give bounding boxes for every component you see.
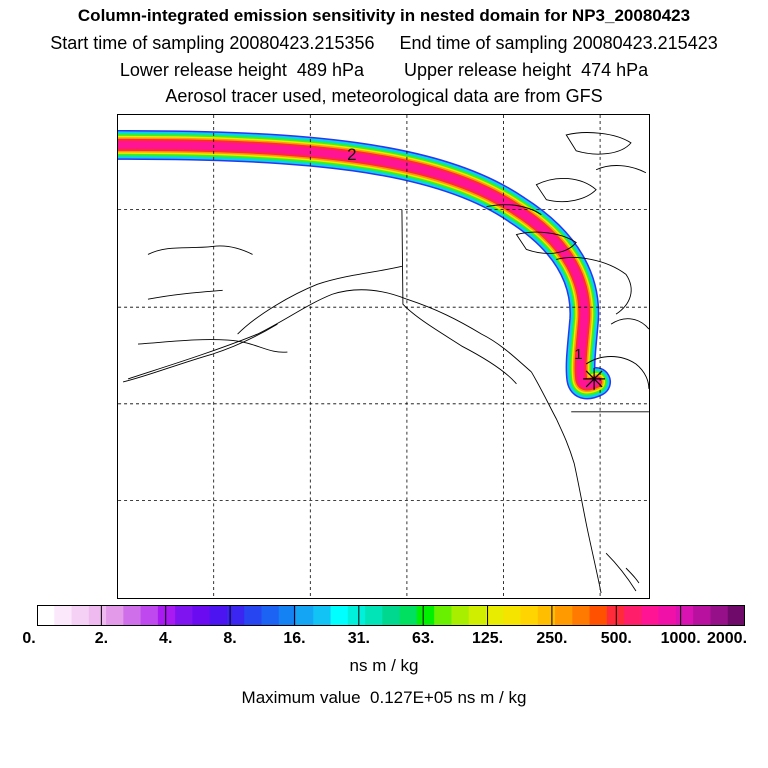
colorbar-tick-label: 2000. xyxy=(706,630,748,647)
colorbar-cell xyxy=(537,605,556,626)
colorbar-cell xyxy=(589,605,608,626)
colorbar-cell xyxy=(693,605,712,626)
colorbar-tick-label: 4. xyxy=(159,630,173,647)
colorbar-cell xyxy=(330,605,349,626)
colorbar-cell xyxy=(503,605,522,626)
colorbar-cell xyxy=(192,605,211,626)
plot-title: Column-integrated emission sensitivity i… xyxy=(77,6,691,25)
colorbar-cell xyxy=(675,605,694,626)
colorbar-cell xyxy=(468,605,487,626)
colorbar-cell xyxy=(451,605,470,626)
colorbar-cell xyxy=(382,605,401,626)
colorbar-cell xyxy=(175,605,194,626)
colorbar-tick-label: 250. xyxy=(536,630,568,647)
sampling-time-line: Start time of sampling 20080423.215356 E… xyxy=(50,33,718,53)
colorbar-cell xyxy=(261,605,280,626)
colorbar-cell xyxy=(641,605,660,626)
colorbar-cell xyxy=(123,605,142,626)
colorbar-tick-label: 500. xyxy=(600,630,632,647)
colorbar-tick-label: 0. xyxy=(22,630,36,647)
colorbar-tick-label: 125. xyxy=(471,630,504,647)
coastlines xyxy=(122,132,649,594)
colorbar-cell xyxy=(434,605,453,626)
colorbar-cell xyxy=(54,605,73,626)
colorbar-tick-label: 1000. xyxy=(660,630,701,647)
release-height-line: Lower release height 489 hPa Upper relea… xyxy=(119,60,649,80)
colorbar-units: ns m / kg xyxy=(349,656,419,675)
colorbar xyxy=(37,605,745,626)
colorbar-cell xyxy=(624,605,642,626)
colorbar-cell xyxy=(416,605,435,626)
colorbar-cell xyxy=(485,605,504,626)
colorbar-tick-label: 8. xyxy=(223,630,237,647)
colorbar-cell xyxy=(244,605,263,626)
colorbar-tick-label: 31. xyxy=(347,630,370,647)
trajectory-label-1: 1 xyxy=(574,346,582,363)
release-marker xyxy=(583,367,606,390)
colorbar-cell xyxy=(520,605,539,626)
colorbar-cell xyxy=(37,605,55,626)
colorbar-tick-label: 16. xyxy=(283,630,306,647)
tracer-info-line: Aerosol tracer used, meteorological data… xyxy=(165,86,603,106)
colorbar-cell xyxy=(140,605,159,626)
colorbar-cell xyxy=(710,605,729,626)
colorbar-cell xyxy=(88,605,107,626)
colorbar-tick-label: 2. xyxy=(94,630,109,647)
graticule xyxy=(118,115,649,598)
colorbar-cell xyxy=(727,605,745,626)
colorbar-cell xyxy=(313,605,332,626)
colorbar-cell xyxy=(209,605,228,626)
colorbar-cell xyxy=(555,605,573,626)
colorbar-cell xyxy=(296,605,314,626)
trajectory-label-2: 2 xyxy=(347,145,356,164)
colorbar-cell xyxy=(347,605,366,626)
colorbar-tick-label: 63. xyxy=(412,630,435,647)
colorbar-cell xyxy=(71,605,90,626)
colorbar-cell xyxy=(399,605,418,626)
colorbar-cell xyxy=(226,605,245,626)
map-panel: 2 1 xyxy=(117,114,650,599)
colorbar-cell xyxy=(365,605,383,626)
colorbar-cell xyxy=(106,605,124,626)
colorbar-cell xyxy=(658,605,677,626)
max-value-label: Maximum value 0.127E+05 ns m / kg xyxy=(241,688,527,707)
colorbar-cell xyxy=(157,605,176,626)
colorbar-cell xyxy=(278,605,297,626)
colorbar-cell xyxy=(572,605,591,626)
